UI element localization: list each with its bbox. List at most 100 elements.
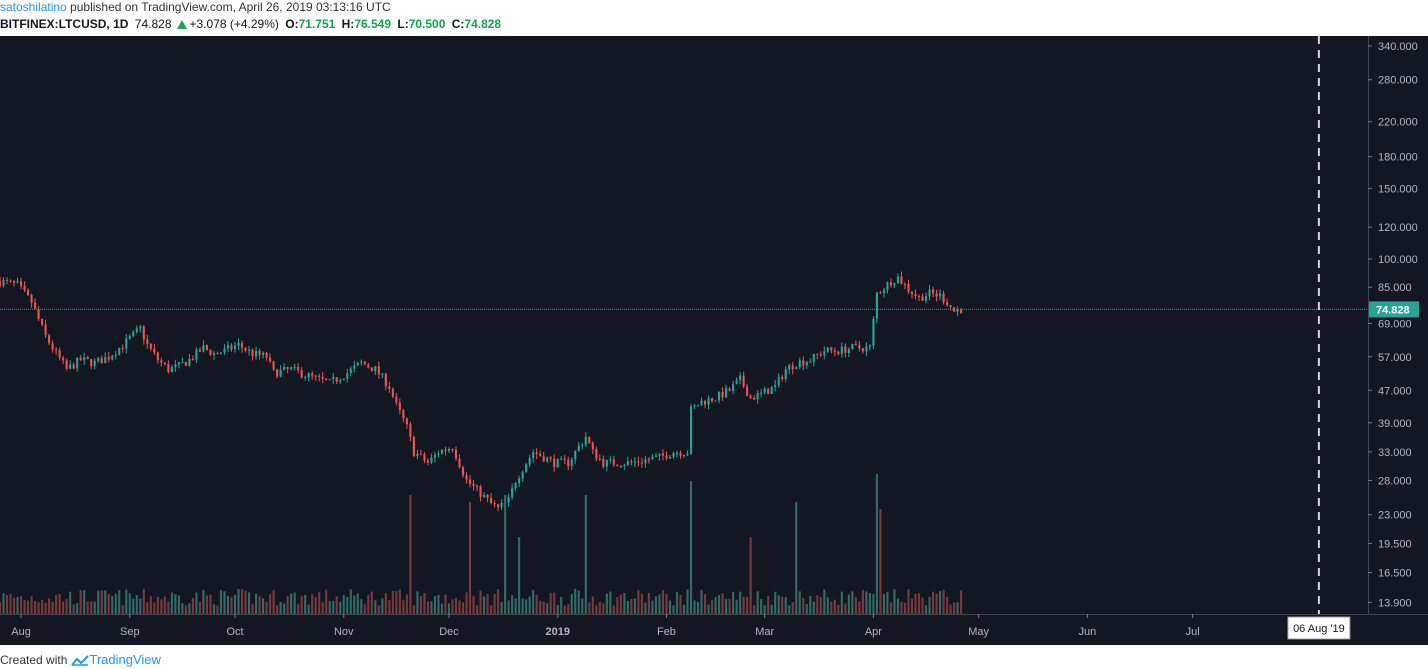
volume-bar — [65, 599, 68, 614]
candle-body — [539, 453, 542, 457]
candle-body — [128, 336, 131, 339]
candle-body — [255, 350, 258, 357]
candle-body — [391, 388, 394, 397]
volume-bar — [381, 598, 384, 614]
price-axis-area[interactable] — [1368, 36, 1428, 614]
volume-bar — [433, 596, 437, 614]
volume-bar — [93, 601, 96, 614]
candle-body — [114, 354, 117, 356]
price-chart[interactable]: 340.000 280.000 220.000 180.000 150.000 120.0… — [0, 36, 1428, 645]
volume-bar — [921, 597, 924, 614]
volume-bar — [107, 594, 110, 614]
candle-body — [644, 459, 647, 463]
candle-body — [739, 375, 742, 381]
volume-bar — [595, 605, 598, 614]
low-label: L: — [397, 17, 409, 31]
volume-bar — [76, 603, 79, 614]
volume-bar — [812, 601, 815, 614]
volume-bar — [34, 601, 37, 614]
volume-bar — [293, 592, 296, 614]
candle-body — [931, 289, 935, 294]
candle-body — [784, 369, 787, 379]
volume-bar — [693, 600, 696, 614]
volume-bar — [251, 603, 254, 614]
candle-body — [591, 442, 594, 449]
volume-bar — [640, 593, 643, 614]
candle-body — [735, 380, 738, 385]
volume-bar — [297, 603, 300, 614]
candle-body — [910, 291, 914, 295]
candle-body — [679, 452, 682, 456]
candle-body — [518, 478, 521, 484]
candle-body — [69, 364, 72, 369]
volume-bar — [255, 593, 258, 614]
date-marker-label: 06 Aug '19 — [1293, 623, 1345, 635]
candle-body — [858, 344, 861, 349]
candle-body — [153, 348, 156, 353]
candle-body — [595, 448, 598, 459]
volume-bar — [177, 595, 180, 614]
volume-bar — [770, 604, 773, 614]
candle-body — [521, 472, 524, 479]
volume-bar — [146, 602, 149, 614]
candle-body — [219, 352, 223, 354]
volume-bar — [430, 601, 433, 614]
volume-bar — [605, 593, 608, 614]
candle-body — [675, 452, 679, 454]
candle-body — [37, 308, 40, 319]
volume-bar — [686, 589, 689, 614]
y-tick-label: 19.500 — [1378, 538, 1412, 550]
candle-body — [454, 449, 458, 459]
volume-bar — [542, 601, 545, 614]
candle-body — [142, 326, 145, 340]
time-axis-area[interactable] — [0, 614, 1428, 645]
candle-body — [760, 392, 763, 394]
x-tick-label: Oct — [226, 626, 243, 638]
candle-body — [146, 339, 149, 344]
candle-body — [802, 360, 805, 366]
symbol-label[interactable]: BITFINEX:LTCUSD, 1D — [0, 17, 129, 31]
volume-bar — [746, 596, 749, 614]
y-tick-label: 16.500 — [1378, 568, 1412, 580]
candle-body — [30, 295, 33, 303]
candle-body — [693, 405, 696, 407]
volume-bar — [451, 599, 454, 614]
candle-body — [188, 358, 191, 366]
candle-body — [826, 347, 829, 352]
candle-body — [139, 326, 142, 329]
candle-body — [553, 458, 556, 468]
volume-bar — [269, 594, 272, 614]
y-tick-label: 280.000 — [1378, 75, 1418, 87]
volume-bar — [658, 594, 661, 614]
candle-body — [83, 357, 86, 361]
candle-body — [79, 357, 82, 361]
candle-body — [184, 362, 187, 366]
volume-bar — [440, 603, 444, 614]
candle-body — [223, 348, 226, 353]
volume-bar — [262, 598, 265, 614]
tradingview-brand[interactable]: TradingView — [89, 652, 161, 667]
volume-bar — [560, 596, 563, 614]
high-value: 76.549 — [354, 17, 392, 31]
candle-body — [226, 345, 230, 349]
candle-body — [363, 361, 366, 365]
volume-bar — [809, 596, 812, 614]
candle-body — [791, 365, 794, 370]
volume-bar — [872, 593, 875, 614]
volume-bar — [216, 605, 219, 614]
volume-bar — [12, 597, 16, 614]
volume-bar — [598, 602, 601, 614]
volume-bar — [914, 593, 917, 614]
volume-bar — [332, 600, 335, 614]
volume-bar — [556, 604, 559, 614]
author-link[interactable]: satoshilatino — [0, 0, 67, 14]
candle-body — [170, 366, 173, 373]
candle-body — [630, 461, 633, 463]
candle-body — [104, 357, 107, 364]
x-tick-label: Mar — [755, 626, 774, 638]
candle-body — [900, 276, 903, 284]
candle-body — [451, 448, 454, 450]
candle-body — [419, 453, 422, 455]
volume-bar — [486, 594, 489, 614]
candle-body — [654, 455, 657, 457]
